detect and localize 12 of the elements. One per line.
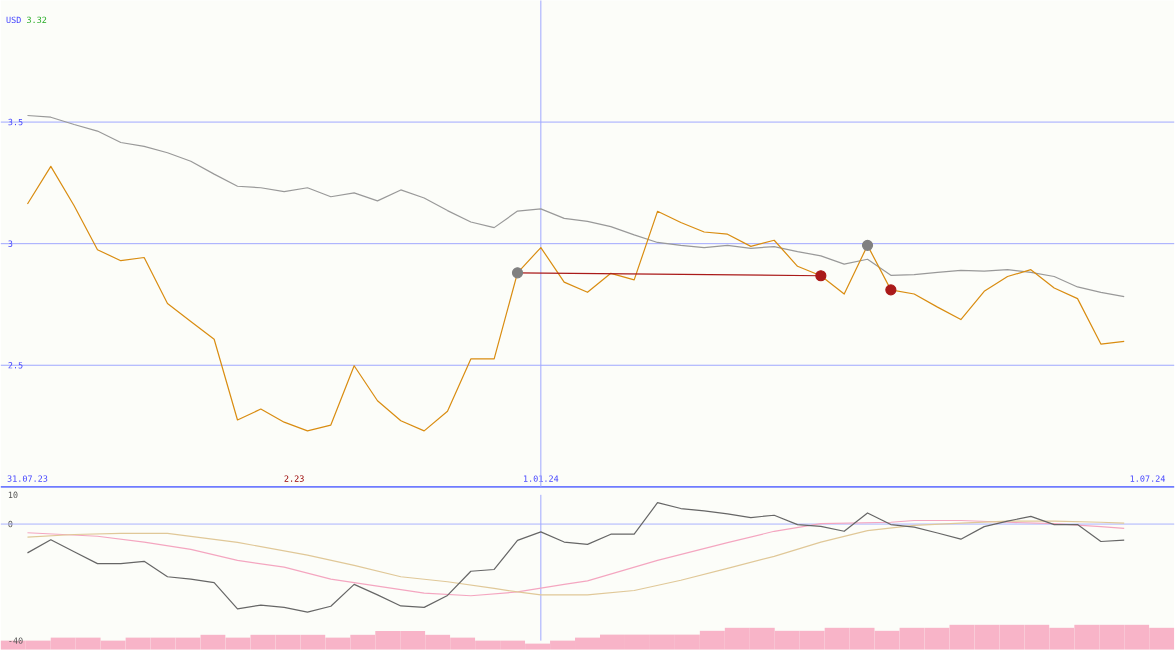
- x-tick-label: 1.01.24: [523, 475, 559, 483]
- y-tick-label: -40: [9, 637, 23, 645]
- annotation: 2.23: [284, 475, 304, 483]
- y-tick-label: 10: [8, 491, 18, 499]
- x-tick-label: 31.07.23: [7, 475, 48, 483]
- y-tick-label: 3.5: [8, 119, 23, 126]
- y-tick-label: 0: [8, 520, 13, 528]
- y-axis-title: USD: [6, 16, 21, 24]
- annotation: 3.32: [27, 16, 47, 24]
- x-tick-label: 1.07.24: [1130, 475, 1166, 483]
- y-tick-label: 2.5: [8, 362, 23, 369]
- y-tick-label: 3: [8, 240, 13, 248]
